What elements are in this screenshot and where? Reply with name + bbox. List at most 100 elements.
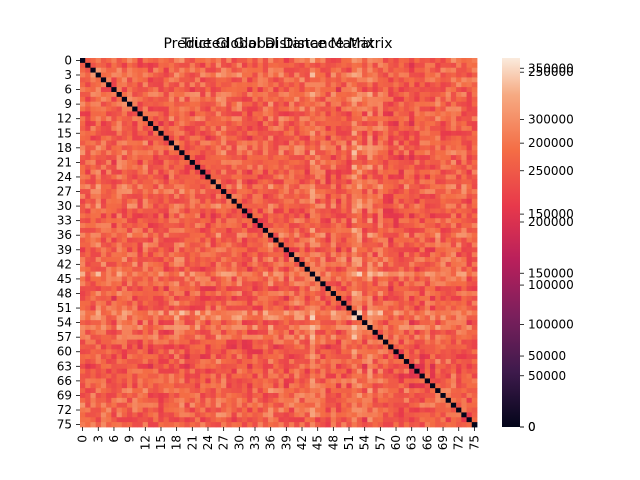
- heatmap-cell: [80, 257, 86, 263]
- heatmap-cell: [456, 96, 462, 103]
- heatmap-cell: [450, 349, 457, 355]
- heatmap-cell: [450, 295, 457, 302]
- heatmap-cell: [456, 242, 462, 248]
- heatmap-cell: [262, 373, 269, 379]
- heatmap-cell: [414, 87, 420, 93]
- heatmap-cell: [466, 77, 473, 83]
- heatmap-cell: [356, 135, 363, 141]
- heatmap-cell: [278, 237, 285, 243]
- heatmap-cell: [194, 257, 201, 263]
- heatmap-cell: [132, 67, 138, 73]
- heatmap-cell: [153, 373, 159, 379]
- heatmap-cell: [315, 295, 321, 302]
- heatmap-cell: [309, 310, 316, 316]
- heatmap-cell: [231, 135, 238, 141]
- heatmap-cell: [116, 116, 123, 122]
- heatmap-cell: [351, 305, 358, 311]
- heatmap-cell: [257, 135, 264, 141]
- heatmap-cell: [179, 150, 185, 156]
- heatmap-cell: [200, 184, 206, 190]
- heatmap-cell: [111, 237, 117, 243]
- heatmap-cell: [341, 281, 347, 287]
- heatmap-cell: [309, 121, 316, 127]
- heatmap-cell: [100, 310, 107, 316]
- heatmap-cell: [262, 237, 269, 243]
- heatmap-cell: [252, 295, 258, 302]
- heatmap-cell: [226, 363, 232, 370]
- heatmap-cell: [362, 184, 368, 190]
- heatmap-cell: [335, 295, 342, 302]
- heatmap-cell: [429, 237, 436, 243]
- heatmap-cell: [205, 334, 211, 341]
- heatmap-cell: [367, 184, 373, 190]
- heatmap-cell: [241, 354, 248, 360]
- heatmap-cell: [456, 193, 462, 200]
- heatmap-cell: [356, 276, 363, 282]
- heatmap-cell: [409, 198, 415, 205]
- heatmap-cell: [335, 354, 342, 360]
- heatmap-cell: [393, 179, 400, 185]
- heatmap-cell: [456, 101, 462, 107]
- heatmap-cell: [121, 96, 128, 103]
- heatmap-cell: [116, 295, 123, 302]
- heatmap-cell: [100, 169, 107, 175]
- heatmap-cell: [278, 363, 285, 370]
- heatmap-cell: [205, 169, 211, 175]
- heatmap-cell: [346, 130, 353, 137]
- heatmap-cell: [283, 271, 290, 277]
- heatmap-cell: [283, 373, 290, 379]
- heatmap-cell: [435, 121, 441, 127]
- heatmap-cell: [95, 300, 102, 307]
- heatmap-cell: [435, 310, 441, 316]
- heatmap-cell: [95, 315, 102, 321]
- heatmap-cell: [398, 62, 405, 69]
- heatmap-cell: [398, 363, 405, 370]
- heatmap-cell: [121, 193, 128, 200]
- heatmap-cell: [210, 203, 217, 209]
- heatmap-cell: [241, 266, 248, 273]
- heatmap-cell: [142, 174, 149, 180]
- heatmap-cell: [278, 271, 285, 277]
- heatmap-cell: [450, 315, 457, 321]
- heatmap-cell: [221, 135, 227, 141]
- heatmap-cell: [466, 208, 473, 214]
- heatmap-cell: [116, 159, 123, 166]
- heatmap-cell: [215, 242, 222, 248]
- heatmap-cell: [252, 213, 258, 219]
- heatmap-cell: [456, 286, 462, 292]
- heatmap-cell: [137, 315, 144, 321]
- heatmap-cell: [372, 339, 379, 345]
- heatmap-cell: [158, 315, 164, 321]
- heatmap-cell: [147, 339, 154, 345]
- heatmap-cell: [257, 325, 264, 331]
- heatmap-cell: [179, 159, 185, 166]
- heatmap-cell: [403, 125, 410, 132]
- heatmap-cell: [278, 130, 285, 137]
- heatmap-cell: [273, 130, 279, 137]
- heatmap-cell: [341, 169, 347, 175]
- heatmap-cell: [419, 208, 426, 214]
- heatmap-cell: [205, 179, 211, 185]
- heatmap-cell: [299, 339, 306, 345]
- heatmap-cell: [142, 339, 149, 345]
- heatmap-cell: [429, 77, 436, 83]
- heatmap-cell: [163, 96, 170, 103]
- heatmap-cell: [414, 198, 420, 205]
- heatmap-cell: [409, 91, 415, 98]
- heatmap-cell: [137, 271, 144, 277]
- heatmap-cell: [231, 140, 238, 146]
- heatmap-cell: [382, 125, 389, 132]
- heatmap-cell: [309, 300, 316, 307]
- heatmap-cell: [309, 261, 316, 268]
- heatmap-cell: [215, 305, 222, 311]
- heatmap-cell: [341, 140, 347, 146]
- heatmap-cell: [121, 125, 128, 132]
- heatmap-cell: [278, 320, 285, 326]
- heatmap-cell: [127, 232, 133, 239]
- heatmap-cell: [210, 237, 217, 243]
- heatmap-cell: [210, 252, 217, 258]
- heatmap-cell: [429, 184, 436, 190]
- heatmap-cell: [288, 155, 295, 161]
- heatmap-cell: [341, 150, 347, 156]
- heatmap-cell: [262, 247, 269, 253]
